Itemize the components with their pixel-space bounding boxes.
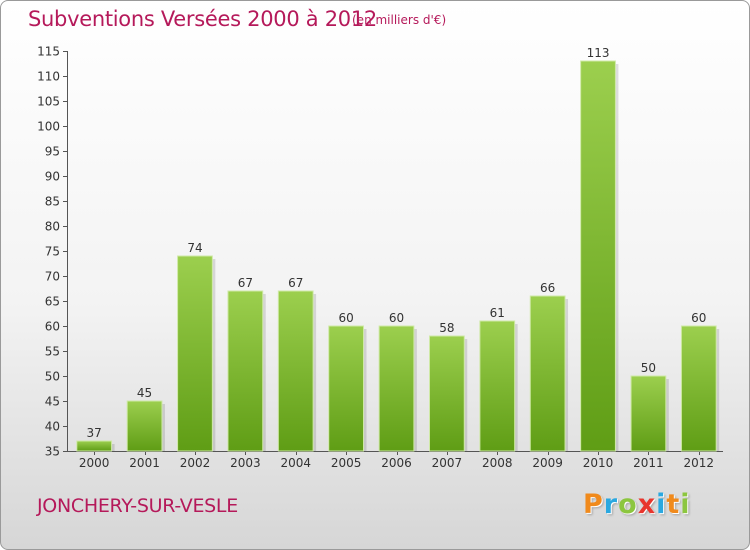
- proxiti-logo: Proxiti: [583, 489, 691, 520]
- logo-letter: r: [603, 489, 619, 520]
- y-tick-label: 50: [45, 370, 60, 384]
- y-tick-label: 80: [45, 220, 60, 234]
- data-label-2007: 58: [439, 321, 454, 335]
- y-tick-label: 35: [45, 445, 60, 459]
- x-tick-label: 2008: [482, 456, 513, 470]
- x-tick-label: 2004: [280, 456, 311, 470]
- data-label-2003: 67: [238, 276, 253, 290]
- x-tick-label: 2011: [633, 456, 664, 470]
- x-tick-label: 2007: [432, 456, 463, 470]
- y-tick-label: 115: [37, 45, 60, 59]
- bar-2010: [580, 60, 616, 452]
- data-label-2001: 45: [137, 386, 152, 400]
- data-label-2008: 61: [490, 306, 505, 320]
- commune-name: JONCHERY-SUR-VESLE: [37, 495, 238, 517]
- y-tick-label: 65: [45, 295, 60, 309]
- data-label-2004: 67: [288, 276, 303, 290]
- bar-2003: [227, 290, 264, 452]
- logo-letter: i: [656, 489, 667, 520]
- bar-2000: [76, 440, 113, 452]
- data-label-2005: 60: [338, 311, 353, 325]
- data-label-2009: 66: [540, 281, 555, 295]
- bar-2009: [529, 295, 566, 452]
- y-tick-label: 90: [45, 170, 60, 184]
- x-tick-label: 2005: [331, 456, 362, 470]
- x-tick-label: 2010: [583, 456, 614, 470]
- y-tick-label: 100: [37, 120, 60, 134]
- chart-unit: (en milliers d'€): [352, 13, 447, 27]
- data-label-2012: 60: [691, 311, 706, 325]
- bar-2001: [126, 400, 163, 452]
- logo-letter: x: [637, 489, 657, 520]
- y-tick-label: 75: [45, 245, 60, 259]
- bar-2005: [328, 325, 364, 452]
- logo-letter: o: [618, 489, 638, 520]
- y-tick-label: 110: [37, 70, 60, 84]
- y-tick-label: 70: [45, 270, 60, 284]
- x-tick-label: 2002: [180, 456, 211, 470]
- data-label-2002: 74: [187, 241, 202, 255]
- logo-letter: P: [583, 489, 604, 520]
- x-tick-label: 2012: [684, 456, 715, 470]
- x-tick-label: 2000: [79, 456, 110, 470]
- x-tick-label: 2003: [230, 456, 261, 470]
- logo-letter: i: [680, 489, 691, 520]
- x-tick-label: 2001: [129, 456, 160, 470]
- bar-2008: [479, 320, 516, 452]
- chart-title: Subventions Versées 2000 à 2012: [28, 7, 377, 31]
- bar-2007: [429, 335, 465, 452]
- bar-2002: [177, 255, 213, 452]
- y-tick-label: 105: [37, 95, 60, 109]
- data-label-2010: 113: [587, 46, 610, 60]
- y-tick-label: 95: [45, 145, 60, 159]
- y-tick-label: 40: [45, 420, 60, 434]
- bar-2004: [277, 290, 314, 452]
- data-label-2011: 50: [641, 361, 656, 375]
- bar-2006: [378, 325, 415, 452]
- y-tick-label: 45: [45, 395, 60, 409]
- data-label-2000: 37: [87, 426, 102, 440]
- bar-2011: [630, 375, 667, 452]
- data-label-2006: 60: [389, 311, 404, 325]
- x-tick-label: 2009: [532, 456, 563, 470]
- y-tick-label: 60: [45, 320, 60, 334]
- y-tick-label: 85: [45, 195, 60, 209]
- y-tick-label: 55: [45, 345, 60, 359]
- bar-2012: [680, 325, 717, 452]
- x-tick-label: 2006: [381, 456, 412, 470]
- logo-letter: t: [666, 489, 681, 520]
